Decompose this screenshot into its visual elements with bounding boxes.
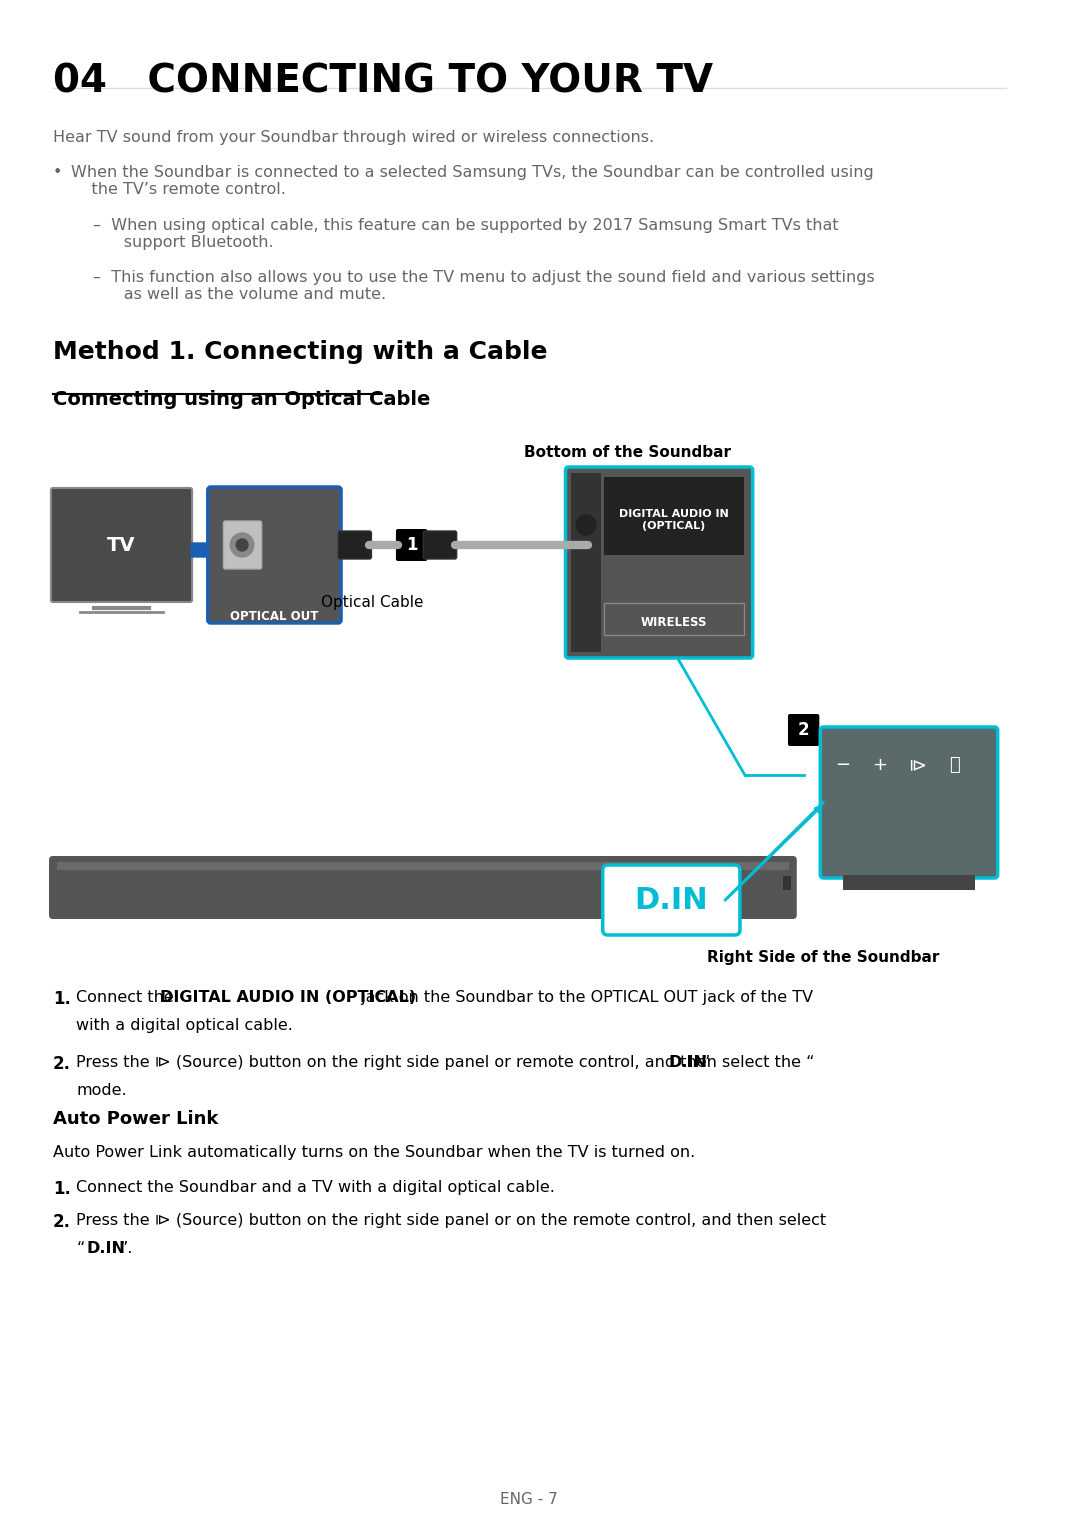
Text: 1: 1 <box>406 536 417 555</box>
Text: WIRELESS: WIRELESS <box>640 616 707 628</box>
Text: 04   CONNECTING TO YOUR TV: 04 CONNECTING TO YOUR TV <box>53 61 713 100</box>
Text: DIGITAL AUDIO IN (OPTICAL): DIGITAL AUDIO IN (OPTICAL) <box>160 990 416 1005</box>
Text: “: “ <box>77 1241 85 1256</box>
Text: Connect the: Connect the <box>77 990 179 1005</box>
Bar <box>842 875 975 890</box>
Polygon shape <box>191 530 235 570</box>
Text: +: + <box>873 755 888 774</box>
Text: 2: 2 <box>798 722 809 738</box>
FancyBboxPatch shape <box>396 529 428 561</box>
Text: ”: ” <box>702 1056 710 1069</box>
Text: –  When using optical cable, this feature can be supported by 2017 Samsung Smart: – When using optical cable, this feature… <box>93 218 839 250</box>
Circle shape <box>230 533 254 558</box>
FancyBboxPatch shape <box>788 714 820 746</box>
Text: −: − <box>835 755 850 774</box>
Text: When the Soundbar is connected to a selected Samsung TVs, the Soundbar can be co: When the Soundbar is connected to a sele… <box>70 165 874 198</box>
Text: jack on the Soundbar to the OPTICAL OUT jack of the TV: jack on the Soundbar to the OPTICAL OUT … <box>355 990 813 1005</box>
Text: Method 1. Connecting with a Cable: Method 1. Connecting with a Cable <box>53 340 548 365</box>
Text: 2.: 2. <box>53 1056 71 1072</box>
Text: 2.: 2. <box>53 1213 71 1232</box>
Bar <box>604 476 744 555</box>
FancyBboxPatch shape <box>207 487 341 624</box>
Text: ⧐: ⧐ <box>908 755 927 774</box>
Text: Auto Power Link automatically turns on the Soundbar when the TV is turned on.: Auto Power Link automatically turns on t… <box>53 1144 696 1160</box>
Text: Optical Cable: Optical Cable <box>321 594 423 610</box>
Text: Connecting using an Optical Cable: Connecting using an Optical Cable <box>53 391 430 409</box>
Text: D.IN: D.IN <box>669 1056 707 1069</box>
Bar <box>783 876 791 890</box>
Text: ”.: ”. <box>120 1241 133 1256</box>
Bar <box>571 473 600 653</box>
Text: ⏻: ⏻ <box>949 755 960 774</box>
Circle shape <box>577 515 596 535</box>
Text: •: • <box>53 165 63 179</box>
Text: with a digital optical cable.: with a digital optical cable. <box>77 1017 294 1033</box>
FancyBboxPatch shape <box>821 728 998 878</box>
Text: –  This function also allows you to use the TV menu to adjust the sound field an: – This function also allows you to use t… <box>93 270 875 302</box>
FancyBboxPatch shape <box>49 856 797 919</box>
FancyBboxPatch shape <box>423 532 457 559</box>
Circle shape <box>237 539 248 552</box>
Text: 1.: 1. <box>53 990 71 1008</box>
FancyBboxPatch shape <box>224 521 261 568</box>
Text: mode.: mode. <box>77 1083 127 1098</box>
Text: Right Side of the Soundbar: Right Side of the Soundbar <box>707 950 940 965</box>
Text: Hear TV sound from your Soundbar through wired or wireless connections.: Hear TV sound from your Soundbar through… <box>53 130 654 146</box>
Text: DIGITAL AUDIO IN
(OPTICAL): DIGITAL AUDIO IN (OPTICAL) <box>619 509 729 530</box>
Text: D.IN: D.IN <box>86 1241 125 1256</box>
Text: Connect the Soundbar and a TV with a digital optical cable.: Connect the Soundbar and a TV with a dig… <box>77 1180 555 1195</box>
Text: D.IN: D.IN <box>635 885 708 915</box>
Text: TV: TV <box>107 536 136 555</box>
FancyBboxPatch shape <box>566 467 753 659</box>
FancyBboxPatch shape <box>603 866 740 935</box>
Bar <box>57 863 788 870</box>
FancyBboxPatch shape <box>338 532 372 559</box>
Bar <box>604 604 744 634</box>
Text: 1.: 1. <box>53 1180 71 1198</box>
Text: Auto Power Link: Auto Power Link <box>53 1111 218 1128</box>
Text: ENG - 7: ENG - 7 <box>500 1492 558 1507</box>
Text: Bottom of the Soundbar: Bottom of the Soundbar <box>524 444 731 460</box>
Text: Press the ⧐ (Source) button on the right side panel or remote control, and then : Press the ⧐ (Source) button on the right… <box>77 1056 815 1069</box>
Text: OPTICAL OUT: OPTICAL OUT <box>230 610 319 624</box>
FancyBboxPatch shape <box>51 489 192 602</box>
Text: Press the ⧐ (Source) button on the right side panel or on the remote control, an: Press the ⧐ (Source) button on the right… <box>77 1213 826 1229</box>
